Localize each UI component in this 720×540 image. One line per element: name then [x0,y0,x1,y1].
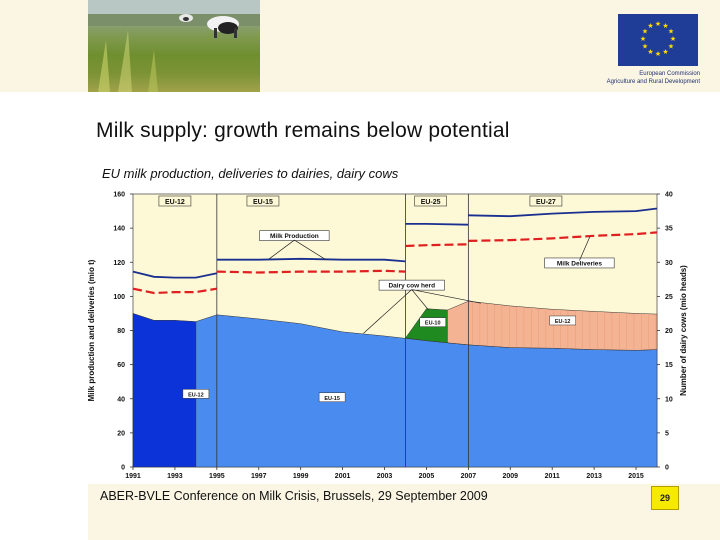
annotation-label: Dairy cow herd [388,283,435,290]
svg-text:★: ★ [655,50,661,58]
svg-text:★: ★ [668,43,674,51]
annotation-arrow [411,289,482,304]
annotation-arrow [411,289,429,311]
annotation-box [544,257,615,269]
x-tick-label: 2015 [628,473,644,480]
page-number: 29 [651,486,679,510]
svg-text:★: ★ [647,22,653,30]
x-tick-label: 2007 [461,473,477,480]
svg-text:★: ★ [640,35,646,43]
milk-supply-chart: 0 20 40 60 80 100 120 140 160 0 5 10 15 20 25 30 35 40 199… [87,192,688,481]
eu-caption: European Commission Agriculture and Rura… [560,70,700,86]
svg-text:★: ★ [655,20,661,28]
eu-caption-line2: Agriculture and Rural Development [606,79,700,85]
production-line-eu-15 [216,257,406,263]
area-label-box [549,315,576,326]
svg-text:★: ★ [662,48,668,56]
y-axis-label: Milk production and deliveries (mio t) [87,259,96,401]
y-tick-label: 80 [117,328,125,335]
period-label: EU-25 [421,199,441,206]
x-tick-label: 1999 [293,473,309,480]
deliveries-line-eu-25 [405,243,469,248]
x-tick-label: 2003 [377,473,393,480]
annotation-label: Milk Deliveries [557,260,603,267]
production-line-eu-25 [405,223,469,226]
period-label-box [414,195,447,207]
cows-photo [88,0,260,92]
y2-tick-label: 35 [665,226,673,233]
svg-text:★: ★ [668,28,674,36]
y-tick-label: 100 [113,294,125,301]
annotation-box [378,279,445,291]
area-label: EU-12 [555,319,571,325]
y2-tick-label: 0 [665,465,669,472]
annotation-arrow [579,236,591,261]
y-tick-label: 140 [113,226,125,233]
y2-tick-label: 15 [665,362,673,369]
y2-tick-label: 30 [665,260,673,267]
y2-axis-label: Number of dairy cows (mio heads) [679,265,688,396]
area-label: EU-15 [324,396,340,402]
production-line-eu-12 [132,270,217,279]
period-label: EU-15 [253,199,273,206]
footer-band [88,484,720,540]
period-label: EU-27 [536,199,556,206]
annotation-box [259,230,330,241]
x-tick-label: 1997 [251,473,267,480]
eu-flag-stars-icon: ★ ★ ★ ★ ★ ★ ★ ★ ★ ★ ★ ★ [618,14,698,66]
y-tick-label: 160 [113,192,125,199]
annotation-label: Milk Production [270,233,319,240]
y2-tick-label: 40 [665,192,673,199]
eu-caption-line1: European Commission [639,71,700,77]
slide-title: Milk supply: growth remains below potent… [96,119,510,142]
y2-tick-label: 5 [665,430,669,437]
svg-text:★: ★ [647,48,653,56]
x-tick-label: 2013 [586,473,602,480]
period-label-box [158,195,192,207]
y-tick-label: 40 [117,396,125,403]
annotation-arrow [363,289,413,334]
period-label-box [529,195,563,207]
area-label: EU-12 [188,392,204,398]
footer-text: ABER-BVLE Conference on Milk Crisis, Bru… [100,489,488,503]
y2-tick-label: 25 [665,294,673,301]
y2-tick-label: 10 [665,396,673,403]
x-tick-label: 2001 [335,473,351,480]
x-tick-label: 2009 [502,473,518,480]
svg-text:★: ★ [642,43,648,51]
y2-tick-label: 20 [665,328,673,335]
x-tick-label: 1993 [167,473,183,480]
period-label: EU-12 [165,199,185,206]
deliveries-line-eu-27 [468,231,658,242]
svg-text:★: ★ [642,28,648,36]
y-tick-label: 120 [113,260,125,267]
svg-text:★: ★ [662,22,668,30]
deliveries-line-eu-12 [132,287,217,295]
y-tick-label: 0 [121,465,125,472]
annotation-arrow [294,239,327,260]
x-tick-label: 1991 [125,473,141,480]
area-label-box [419,317,446,327]
annotation-arrow [269,239,295,260]
deliveries-line-eu-15 [216,269,406,274]
x-tick-label: 2005 [419,473,435,480]
x-tick-label: 2011 [545,473,560,480]
y-tick-label: 60 [117,362,125,369]
period-label-box [246,195,280,207]
area-label: EU-10 [425,321,441,327]
x-tick-label: 1995 [209,473,225,480]
chart-title: EU milk production, deliveries to dairie… [102,166,399,181]
area-label-box [318,392,346,402]
production-line-eu-27 [468,207,658,218]
svg-text:★: ★ [670,35,676,43]
area-label-box [182,389,210,399]
y-tick-label: 20 [117,430,125,437]
